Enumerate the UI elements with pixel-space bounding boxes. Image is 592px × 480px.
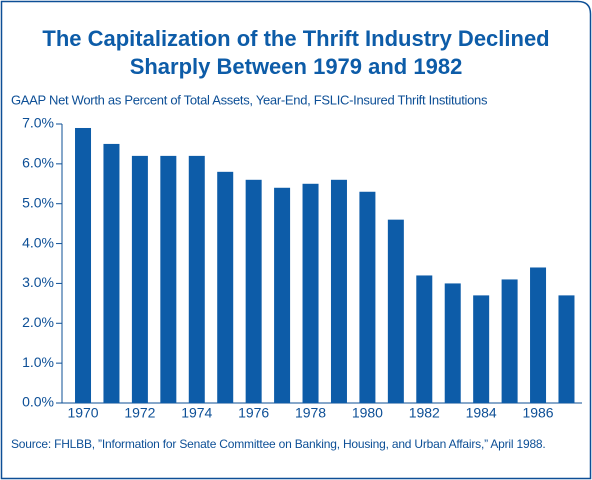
bar [530,267,547,403]
bar [501,279,518,403]
y-tick-label: 6.0% [22,155,54,171]
y-tick-label: 5.0% [22,194,54,210]
bar [473,295,490,403]
bar [188,155,205,403]
bar [387,219,404,403]
x-tick-label: 1984 [466,405,497,421]
bar [444,283,461,403]
bar [416,275,433,403]
chart-subtitle: GAAP Net Worth as Percent of Total Asset… [11,92,488,107]
x-tick-label: 1980 [352,405,383,421]
y-tick-label: 2.0% [22,314,54,330]
bar [245,179,262,403]
bar [558,295,575,403]
x-tick-label: 1982 [409,405,440,421]
bar [359,191,376,403]
bar [75,127,92,403]
bar [160,155,177,403]
y-tick-label: 0.0% [22,394,54,410]
y-tick-label: 7.0% [22,115,54,131]
bar [330,179,347,403]
y-tick-label: 4.0% [22,234,54,250]
chart-title: The Capitalization of the Thrift Industr… [42,26,549,51]
y-tick-label: 3.0% [22,274,54,290]
bar [274,187,291,403]
bar [103,143,120,403]
y-tick-label: 1.0% [22,354,54,370]
chart-title: Sharply Between 1979 and 1982 [130,54,463,79]
source-note: Source: FHLBB, ”Information for Senate C… [11,437,546,451]
x-tick-label: 1978 [295,405,326,421]
bar [217,171,234,403]
bar [131,155,148,403]
x-tick-label: 1974 [181,405,212,421]
x-tick-label: 1970 [67,405,98,421]
x-tick-label: 1986 [522,405,553,421]
bar [302,183,319,403]
x-tick-label: 1976 [238,405,269,421]
x-tick-label: 1972 [124,405,155,421]
